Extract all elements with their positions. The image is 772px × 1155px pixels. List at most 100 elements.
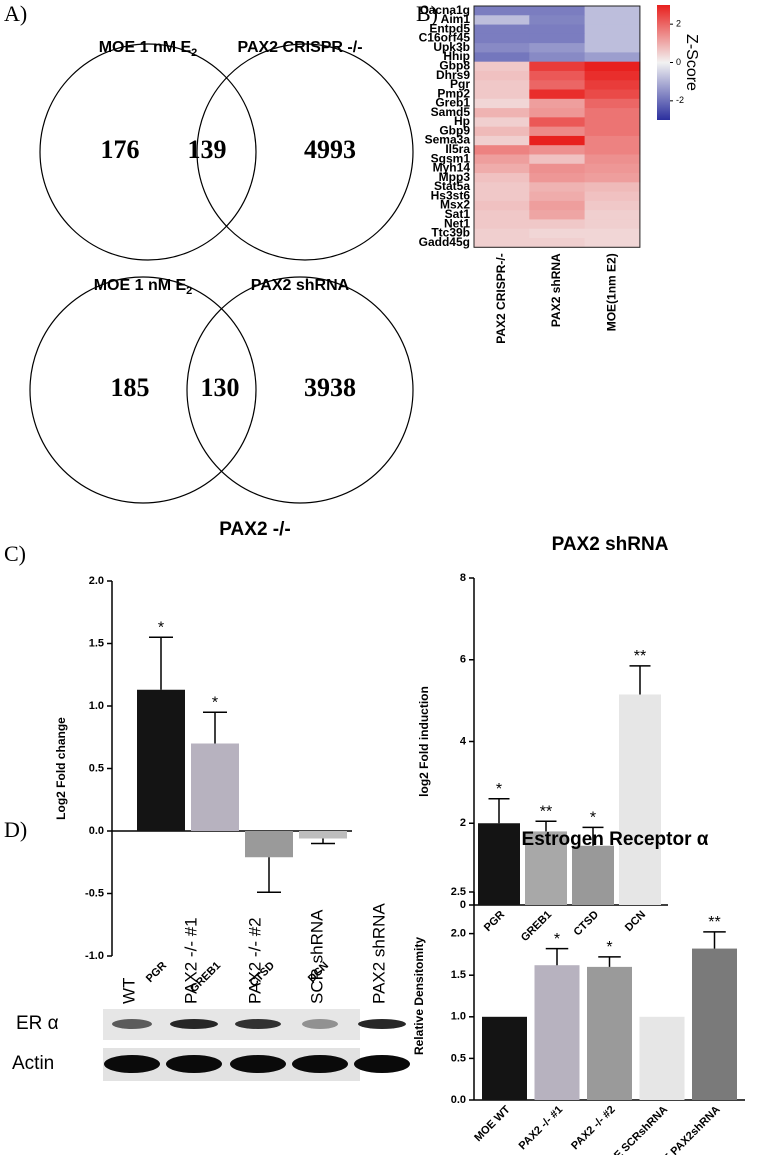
row-label: Mpp3 bbox=[439, 170, 471, 184]
error-bar bbox=[488, 797, 510, 824]
heat-cell bbox=[474, 43, 530, 53]
blot-band bbox=[230, 1055, 286, 1073]
heat-cell bbox=[529, 238, 586, 248]
chart-title: PAX2 shRNA bbox=[552, 534, 669, 555]
heat-cell bbox=[584, 210, 641, 220]
venn-count: 185 bbox=[111, 373, 150, 402]
bar bbox=[692, 948, 737, 1100]
set-label-sub: 2 bbox=[191, 47, 197, 59]
x-tick-label: DCN bbox=[623, 909, 648, 934]
lane-label: WT bbox=[119, 978, 138, 1004]
error-bar bbox=[582, 826, 604, 846]
set-label-sub: 2 bbox=[186, 285, 192, 297]
set-label-text: MOE 1 nM E bbox=[94, 277, 187, 294]
row-label: Sat1 bbox=[445, 207, 471, 221]
y-tick-label: 0 bbox=[460, 899, 466, 911]
y-tick-label: 8 bbox=[460, 572, 466, 584]
significance: * bbox=[212, 694, 218, 711]
heat-cell bbox=[584, 135, 641, 146]
blot-band bbox=[235, 1019, 281, 1029]
significance: * bbox=[590, 810, 596, 827]
set-label-text: MOE 1 nM E bbox=[99, 39, 192, 56]
colorbar-tick-label: 2 bbox=[676, 19, 681, 29]
heat-cell bbox=[474, 6, 530, 16]
significance: ** bbox=[540, 803, 552, 820]
error-bar bbox=[311, 838, 335, 845]
heat-cell bbox=[529, 6, 586, 16]
y-tick-label: -1.0 bbox=[85, 950, 104, 962]
heat-cell bbox=[584, 145, 641, 155]
y-tick-label: 0.5 bbox=[89, 762, 104, 774]
y-tick-label: 2.5 bbox=[451, 886, 466, 898]
heat-cell bbox=[584, 61, 641, 72]
bar bbox=[137, 689, 185, 831]
colorbar bbox=[657, 5, 670, 120]
heat-cell bbox=[584, 219, 641, 230]
blot-band bbox=[170, 1019, 218, 1029]
set-label: PAX2 shRNA bbox=[251, 277, 350, 294]
row-label: Hp bbox=[454, 114, 470, 128]
heatmap-border bbox=[473, 5, 641, 248]
heat-cell bbox=[474, 15, 530, 26]
bar bbox=[587, 966, 632, 1100]
heat-cell bbox=[529, 145, 586, 155]
y-tick-label: 0.0 bbox=[89, 825, 104, 837]
heat-cell bbox=[529, 182, 586, 193]
row-label: Stat5a bbox=[434, 179, 470, 193]
row-label: Greb1 bbox=[435, 96, 470, 110]
heat-cell bbox=[474, 191, 530, 202]
lane-label: PAX2 shRNA bbox=[369, 903, 388, 1004]
x-tick-label: MOE WT bbox=[472, 1103, 513, 1144]
heat-cell bbox=[584, 33, 641, 44]
panel-label: C) bbox=[4, 541, 26, 566]
venn-circle bbox=[29, 276, 257, 504]
row-label: ER α bbox=[16, 1013, 59, 1034]
row-label: Pmp2 bbox=[437, 86, 470, 100]
heat-cell bbox=[474, 163, 530, 174]
venn-circle bbox=[196, 43, 414, 261]
venn-count: 139 bbox=[188, 135, 227, 164]
heat-cell bbox=[474, 219, 530, 230]
set-label-text: PAX2 shRNA bbox=[251, 277, 350, 294]
heat-cell bbox=[529, 219, 586, 230]
heat-cell bbox=[474, 210, 530, 220]
blot-band bbox=[166, 1055, 222, 1073]
heat-cell bbox=[584, 154, 641, 165]
row-label: Upk3b bbox=[433, 40, 470, 54]
row-label: Samd5 bbox=[431, 105, 471, 119]
heat-cell bbox=[529, 135, 586, 146]
bar bbox=[299, 831, 347, 839]
error-bar bbox=[149, 636, 173, 690]
y-tick-label: 0.0 bbox=[451, 1094, 466, 1106]
heat-cell bbox=[529, 24, 586, 35]
error-bar bbox=[545, 947, 569, 966]
row-label: Myh14 bbox=[433, 161, 471, 175]
row-label: Cacna1g bbox=[420, 3, 470, 17]
x-tick-label: GREB1 bbox=[519, 909, 554, 944]
heat-cell bbox=[529, 108, 586, 118]
row-label: C16orf45 bbox=[419, 31, 471, 45]
heat-cell bbox=[529, 43, 586, 53]
panel-label: D) bbox=[4, 817, 27, 842]
row-label: Hs3st6 bbox=[431, 188, 471, 202]
heat-cell bbox=[474, 98, 530, 109]
lane-label: PAX2 -/- #2 bbox=[245, 917, 264, 1004]
bar bbox=[478, 823, 520, 905]
x-tick-label: PAX2 -/- #1 bbox=[517, 1104, 566, 1153]
set-label: MOE 1 nM E2 bbox=[94, 277, 193, 297]
venn-count: 176 bbox=[101, 135, 140, 164]
venn-circle bbox=[186, 276, 414, 504]
venn-count: 130 bbox=[201, 373, 240, 402]
set-label: PAX2 CRISPR -/- bbox=[237, 39, 362, 56]
heat-cell bbox=[529, 191, 586, 202]
heat-cell bbox=[529, 61, 586, 72]
heat-cell bbox=[474, 117, 530, 128]
lane-label: PAX2 -/- #1 bbox=[181, 917, 200, 1004]
significance: ** bbox=[634, 648, 646, 665]
significance: * bbox=[606, 939, 612, 956]
heat-cell bbox=[584, 6, 641, 16]
heat-cell bbox=[474, 24, 530, 35]
bar bbox=[482, 1016, 527, 1100]
y-tick-label: -0.5 bbox=[85, 887, 104, 899]
